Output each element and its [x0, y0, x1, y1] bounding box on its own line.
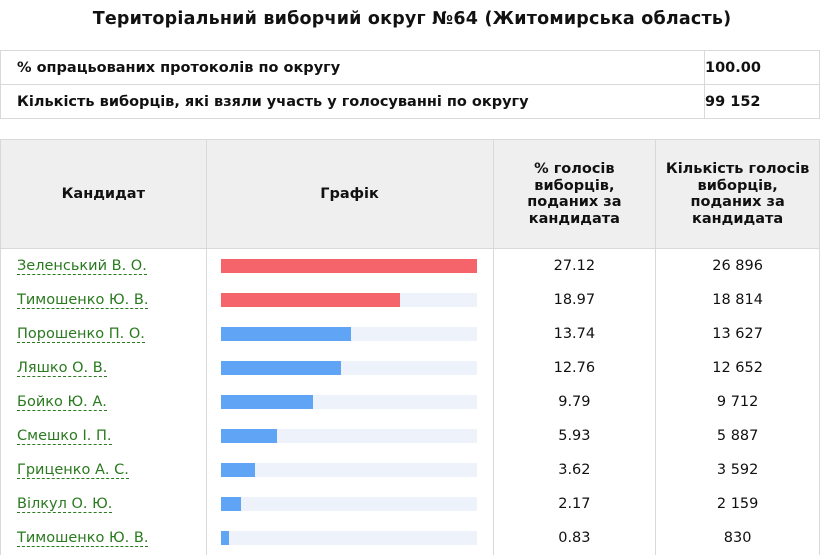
percent-label: 13.74 [492, 317, 657, 351]
candidate-link[interactable]: Порошенко П. О. [17, 326, 145, 343]
chart-cell [205, 521, 494, 555]
chart-cell [205, 317, 494, 351]
table-row: Тимошенко Ю. В. 18.97 18 814 [0, 283, 820, 317]
bar-track [220, 429, 477, 443]
chart-cell [205, 283, 494, 317]
bar [220, 429, 277, 443]
candidate-link[interactable]: Зеленський В. О. [17, 258, 147, 275]
candidate-cell: Бойко Ю. А. [0, 385, 207, 419]
chart-cell [205, 385, 494, 419]
table-row: Порошенко П. О. 13.74 13 627 [0, 317, 820, 351]
column-header-candidate: Кандидат [0, 139, 207, 249]
percent-label: 9.79 [492, 385, 657, 419]
bar-track [220, 463, 477, 477]
bar [220, 531, 229, 545]
summary-row: Кількість виборців, які взяли участь у г… [0, 84, 820, 119]
votes-label: 2 159 [655, 487, 820, 521]
column-header-votes: Кількість голосів виборців, поданих за к… [655, 139, 820, 249]
bar-track [220, 327, 477, 341]
candidate-cell: Вілкул О. Ю. [0, 487, 207, 521]
candidate-link[interactable]: Вілкул О. Ю. [17, 496, 113, 513]
votes-label: 830 [655, 521, 820, 555]
table-row: Бойко Ю. А. 9.79 9 712 [0, 385, 820, 419]
summary-table: % опрацьованих протоколів по округу 100.… [0, 50, 820, 119]
bar [220, 259, 477, 273]
votes-label: 12 652 [655, 351, 820, 385]
results-header-row: Кандидат Графік % голосів виборців, пода… [0, 139, 820, 249]
summary-row: % опрацьованих протоколів по округу 100.… [0, 50, 820, 85]
candidate-link[interactable]: Тимошенко Ю. В. [17, 530, 149, 547]
candidate-cell: Порошенко П. О. [0, 317, 207, 351]
percent-label: 2.17 [492, 487, 657, 521]
bar [220, 293, 400, 307]
bar-track [220, 259, 477, 273]
candidate-cell: Тимошенко Ю. В. [0, 283, 207, 317]
chart-cell [205, 453, 494, 487]
bar [220, 327, 351, 341]
chart-cell [205, 351, 494, 385]
bar-track [220, 395, 477, 409]
bar-track [220, 293, 477, 307]
bar-track [220, 531, 477, 545]
table-row: Ляшко О. В. 12.76 12 652 [0, 351, 820, 385]
votes-label: 3 592 [655, 453, 820, 487]
candidate-cell: Смешко І. П. [0, 419, 207, 453]
candidate-link[interactable]: Тимошенко Ю. В. [17, 292, 149, 309]
summary-label: Кількість виборців, які взяли участь у г… [0, 84, 705, 119]
bar [220, 361, 341, 375]
summary-label: % опрацьованих протоколів по округу [0, 50, 705, 85]
summary-value: 100.00 [704, 50, 820, 85]
bar-track [220, 361, 477, 375]
votes-label: 5 887 [655, 419, 820, 453]
page-title: Територіальний виборчий округ №64 (Житом… [92, 9, 732, 29]
candidate-link[interactable]: Ляшко О. В. [17, 360, 108, 377]
bar [220, 497, 241, 511]
candidate-cell: Гриценко А. С. [0, 453, 207, 487]
summary-value: 99 152 [704, 84, 820, 119]
table-row: Тимошенко Ю. В. 0.83 830 [0, 521, 820, 555]
votes-label: 18 814 [655, 283, 820, 317]
candidate-cell: Тимошенко Ю. В. [0, 521, 207, 555]
bar [220, 463, 255, 477]
percent-label: 27.12 [492, 248, 657, 283]
table-row: Вілкул О. Ю. 2.17 2 159 [0, 487, 820, 521]
percent-label: 3.62 [492, 453, 657, 487]
votes-label: 9 712 [655, 385, 820, 419]
candidate-cell: Зеленський В. О. [0, 248, 207, 283]
table-row: Гриценко А. С. 3.62 3 592 [0, 453, 820, 487]
table-row: Зеленський В. О. 27.12 26 896 [0, 248, 820, 283]
chart-cell [205, 248, 494, 283]
percent-label: 0.83 [492, 521, 657, 555]
column-header-percent: % голосів виборців, поданих за кандидата [492, 139, 657, 249]
candidate-cell: Ляшко О. В. [0, 351, 207, 385]
chart-cell [205, 487, 494, 521]
bar-track [220, 497, 477, 511]
chart-cell [205, 419, 494, 453]
results-table: Кандидат Графік % голосів виборців, пода… [0, 139, 820, 555]
percent-label: 12.76 [492, 351, 657, 385]
candidate-link[interactable]: Гриценко А. С. [17, 462, 129, 479]
percent-label: 5.93 [492, 419, 657, 453]
bar [220, 395, 313, 409]
table-row: Смешко І. П. 5.93 5 887 [0, 419, 820, 453]
candidate-link[interactable]: Смешко І. П. [17, 428, 112, 445]
results-body: Зеленський В. О. 27.12 26 896 Тимошенко Ю. … [0, 248, 820, 555]
votes-label: 13 627 [655, 317, 820, 351]
candidate-link[interactable]: Бойко Ю. А. [17, 394, 107, 411]
percent-label: 18.97 [492, 283, 657, 317]
column-header-chart: Графік [205, 139, 494, 249]
votes-label: 26 896 [655, 248, 820, 283]
